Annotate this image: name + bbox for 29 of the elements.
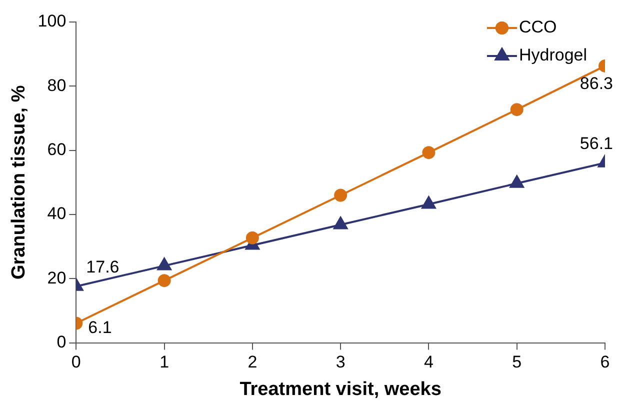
y-tick-label: 80 xyxy=(47,76,66,95)
x-tick-label: 1 xyxy=(160,352,170,372)
y-axis-title: Granulation tissue, % xyxy=(8,85,30,280)
x-tick-label: 0 xyxy=(71,352,81,372)
y-tick-label: 0 xyxy=(56,332,66,352)
data-label: 56.1 xyxy=(580,134,613,154)
x-tick-label: 4 xyxy=(424,352,434,372)
x-tick-label: 5 xyxy=(512,352,522,372)
x-tick-label: 6 xyxy=(600,352,610,372)
legend-label: Hydrogel xyxy=(518,46,588,65)
x-axis-title: Treatment visit, weeks xyxy=(240,378,442,400)
point xyxy=(422,146,436,160)
data-label: 6.1 xyxy=(88,318,112,337)
y-tick-label: 40 xyxy=(47,204,66,224)
point xyxy=(334,216,348,230)
y-tick-label: 100 xyxy=(38,12,66,31)
x-tick-label: 3 xyxy=(336,352,346,372)
point xyxy=(510,103,524,116)
legend-label: CCO xyxy=(518,18,557,37)
point xyxy=(422,196,436,209)
y-tick-label: 20 xyxy=(47,268,66,288)
data-label: 86.3 xyxy=(580,74,613,94)
point xyxy=(334,188,348,202)
data-label: 17.6 xyxy=(86,258,120,277)
x-tick-label: 2 xyxy=(248,352,258,372)
y-tick-label: 60 xyxy=(47,140,66,160)
point xyxy=(157,258,172,270)
point xyxy=(246,231,259,244)
point xyxy=(510,175,524,188)
